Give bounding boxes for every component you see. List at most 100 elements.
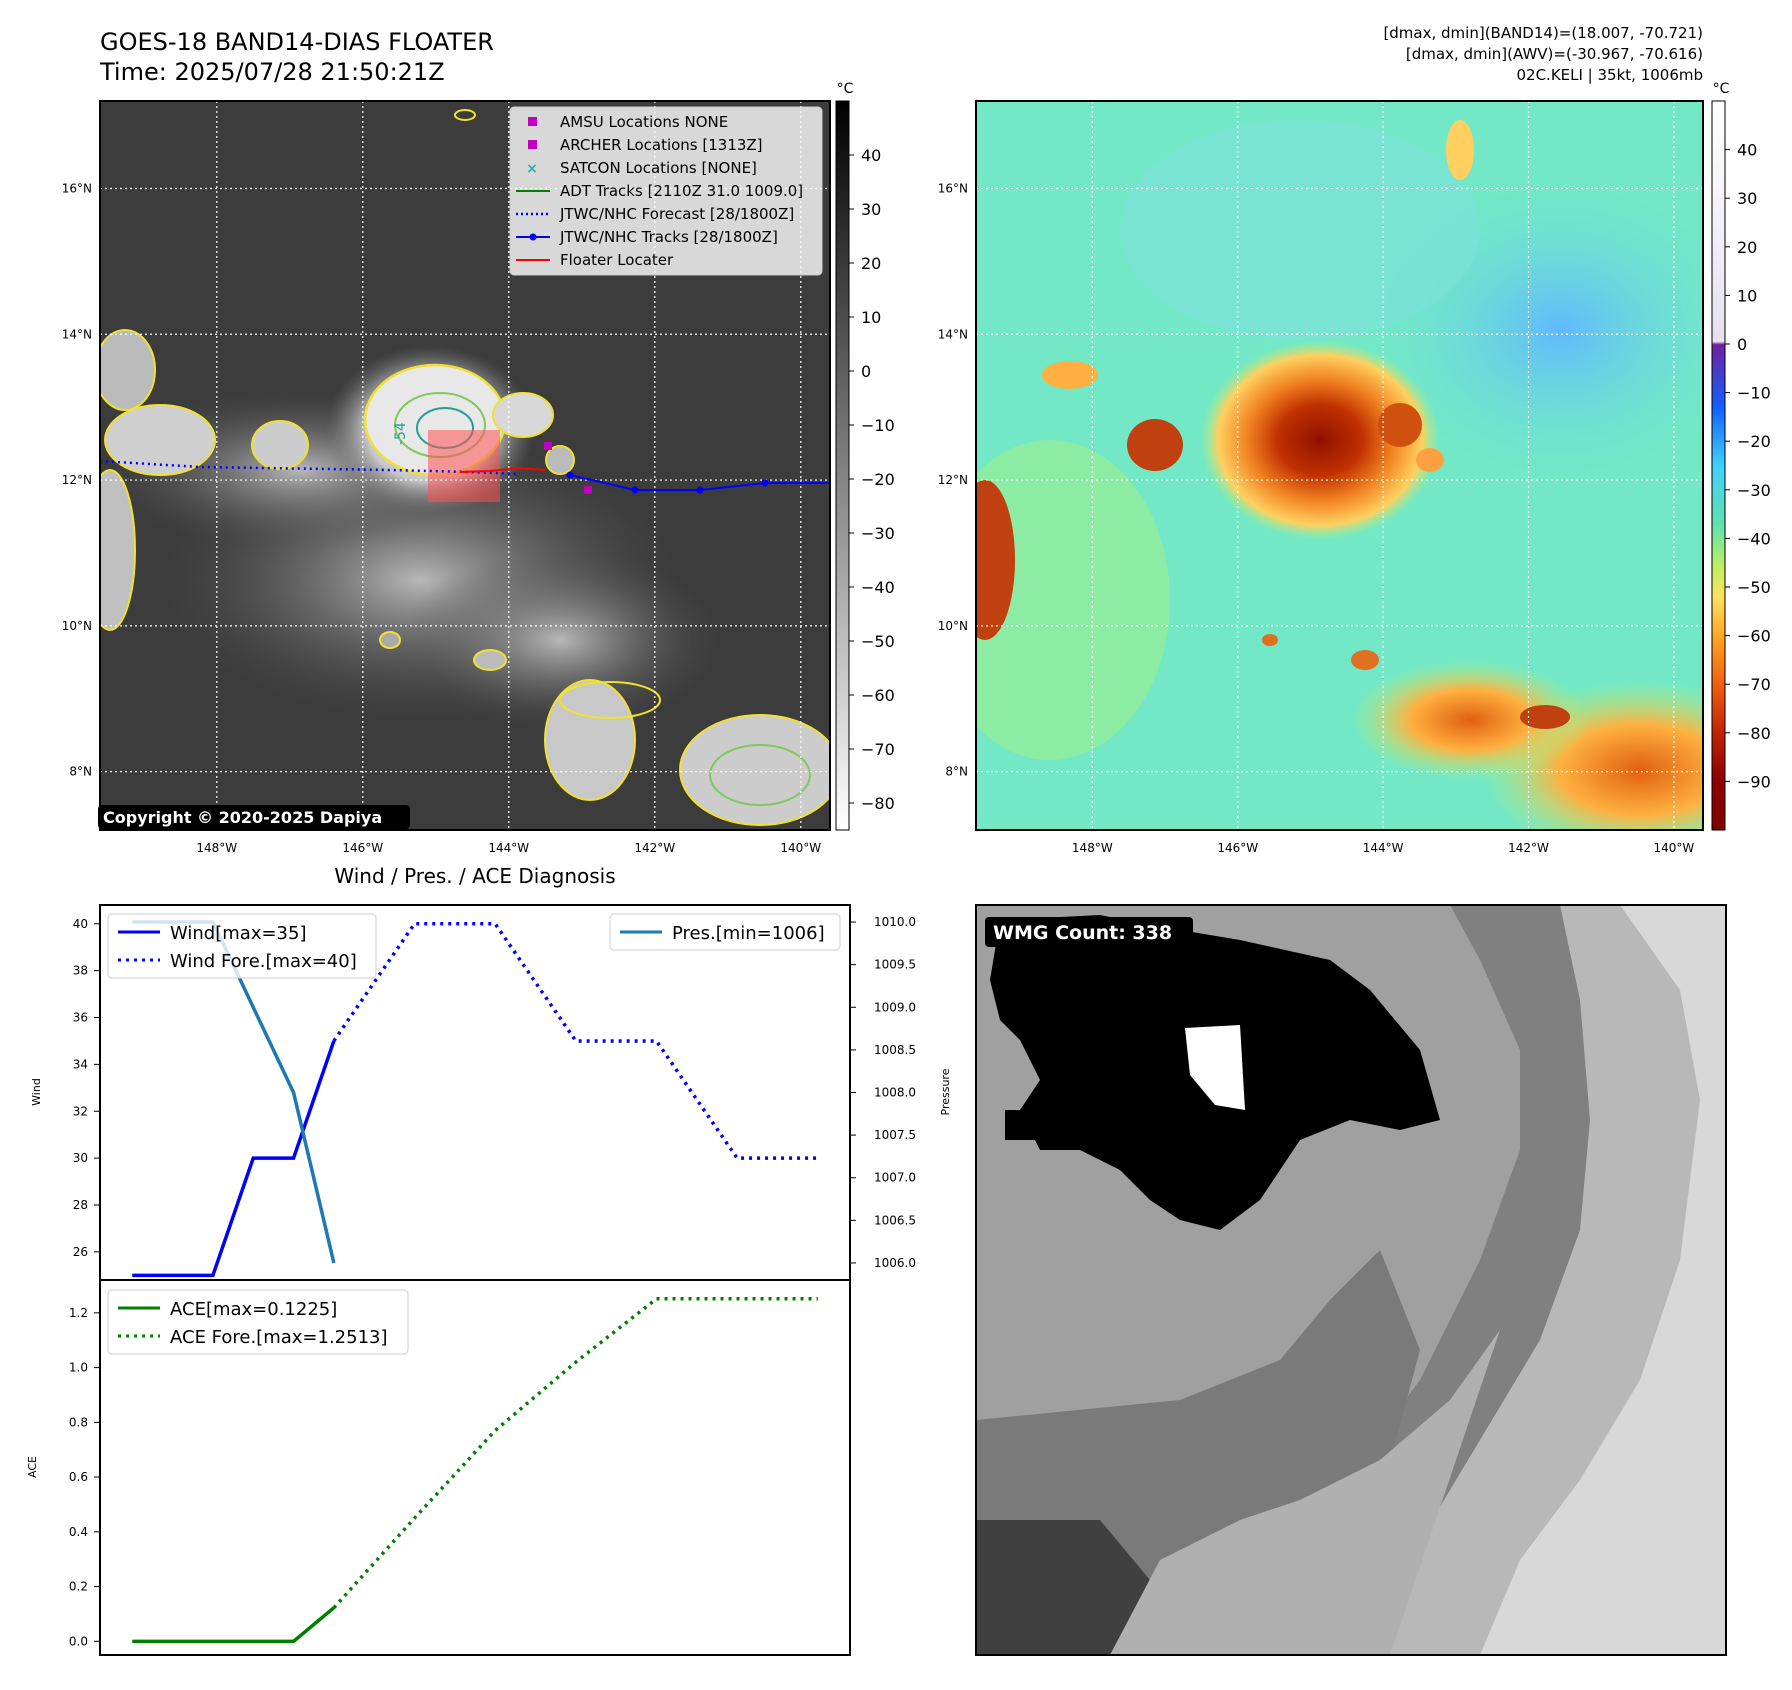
ir-panel: -54 148°W 146°W 144°W 142°W 140°W 16°N 14°N 12°… bbox=[62, 81, 895, 855]
wmg-count: WMG Count: 338 bbox=[993, 922, 1172, 944]
colorbar-tick-label: 40 bbox=[1737, 141, 1757, 160]
wind-tick-label: 32 bbox=[73, 1104, 88, 1118]
jtwc-track-point bbox=[631, 486, 639, 494]
ir-colorbar bbox=[835, 100, 850, 831]
colorbar-tick-label: −60 bbox=[861, 686, 895, 705]
colorbar-tick-label: −10 bbox=[1737, 384, 1771, 403]
wmg-imagery bbox=[976, 905, 1726, 1655]
colorbar-tick-label: 10 bbox=[861, 308, 881, 327]
legend-pressure: Pres.[min=1006] bbox=[672, 923, 825, 944]
colorbar-tick-label: 10 bbox=[1737, 286, 1757, 305]
ace-panel: ACE 1.2 1.0 0.8 0.6 0.4 0.2 0.0 ACE[max=0.1225… bbox=[26, 1279, 851, 1656]
colorbar-tick-label: −80 bbox=[1737, 724, 1771, 743]
ace-tick-label: 0.4 bbox=[69, 1525, 88, 1539]
pressure-tick-label: 1006.5 bbox=[874, 1213, 916, 1227]
pressure-yticks: 1010.0 1009.5 1009.0 1008.5 1008.0 1007.5 1007… bbox=[850, 915, 916, 1270]
colorbar-tick-label: 30 bbox=[861, 200, 881, 219]
awv-frame bbox=[975, 100, 1704, 831]
colorbar-tick-label: −20 bbox=[1737, 432, 1771, 451]
ace-series bbox=[132, 1297, 818, 1644]
colorbar-tick-label: −50 bbox=[861, 632, 895, 651]
info-awv: [dmax, dmin](AWV)=(-30.967, -70.616) bbox=[1406, 45, 1703, 63]
ir-frame bbox=[99, 100, 831, 831]
colorbar-tick-label: 20 bbox=[861, 254, 881, 273]
wind-tick-label: 38 bbox=[73, 964, 88, 978]
legend-ace-forecast: ACE Fore.[max=1.2513] bbox=[170, 1327, 388, 1348]
wind-legend: Wind[max=35] Wind Fore.[max=40] bbox=[107, 913, 377, 979]
archer-location bbox=[544, 442, 552, 450]
jtwc-track-point bbox=[761, 479, 769, 487]
wind-tick-label: 36 bbox=[73, 1011, 88, 1025]
colorbar-tick-label: 0 bbox=[861, 362, 871, 381]
jtwc-track-point bbox=[696, 486, 704, 494]
ir-track-overlay bbox=[99, 442, 830, 494]
ir-legend: AMSU Locations NONE ARCHER Locations [131… bbox=[509, 106, 823, 276]
colorbar-tick-label: −40 bbox=[861, 578, 895, 597]
wind-tick-label: 30 bbox=[73, 1151, 88, 1165]
jtwc-track-point bbox=[566, 471, 574, 479]
lon-label: 146°W bbox=[342, 841, 383, 855]
lon-label: 142°W bbox=[634, 841, 675, 855]
jtwc-forecast-track bbox=[99, 459, 521, 476]
info-band14: [dmax, dmin](BAND14)=(18.007, -70.721) bbox=[1383, 24, 1703, 42]
colorbar-tick-label: −10 bbox=[861, 416, 895, 435]
awv-colorbar-ticks: 40 30 20 10 0 −10 −20 −30 −40 −50 −60 −70 −80 −90 bbox=[1725, 141, 1771, 791]
ace-legend: ACE[max=0.1225] ACE Fore.[max=1.2513] bbox=[107, 1289, 409, 1355]
pressure-tick-label: 1010.0 bbox=[874, 915, 916, 929]
pressure-tick-label: 1006.0 bbox=[874, 1256, 916, 1270]
lon-label: 146°W bbox=[1217, 841, 1258, 855]
wind-pres-panel: Wind / Pres. / ACE Diagnosis Wind Pressu… bbox=[30, 864, 952, 1281]
ace-forecast-line bbox=[332, 1297, 818, 1609]
ace-tick-label: 1.0 bbox=[69, 1361, 88, 1375]
wind-tick-label: 28 bbox=[73, 1198, 88, 1212]
pressure-ylabel: Pressure bbox=[939, 1068, 952, 1115]
info-storm: 02C.KELI | 35kt, 1006mb bbox=[1516, 66, 1703, 84]
diagnosis-title: Wind / Pres. / ACE Diagnosis bbox=[334, 864, 615, 888]
lon-label: 144°W bbox=[488, 841, 529, 855]
legend-marker bbox=[528, 117, 537, 126]
awv-panel: 148°W 146°W 144°W 142°W 140°W16°N14°N12°N10°… bbox=[938, 81, 1771, 855]
lat-label: 16°N bbox=[62, 181, 92, 195]
lat-label: 14°N bbox=[62, 327, 92, 341]
ace-line bbox=[132, 1606, 335, 1644]
ir-colorbar-unit: °C bbox=[837, 81, 854, 97]
colorbar-tick-label: −80 bbox=[861, 794, 895, 813]
pressure-tick-label: 1009.5 bbox=[874, 958, 916, 972]
colorbar-tick-label: −60 bbox=[1737, 627, 1771, 646]
legend-label: JTWC/NHC Forecast [28/1800Z] bbox=[559, 205, 794, 223]
lat-label: 8°N bbox=[945, 765, 968, 779]
wmg-panel: WMG Count: 338 bbox=[975, 904, 1727, 1656]
legend-label: ARCHER Locations [1313Z] bbox=[560, 136, 763, 154]
colorbar-tick-label: −30 bbox=[861, 524, 895, 543]
wind-tick-label: 26 bbox=[73, 1245, 88, 1259]
colorbar-tick-label: −30 bbox=[1737, 481, 1771, 500]
legend-marker-dot bbox=[529, 233, 537, 241]
colorbar-tick-label: 30 bbox=[1737, 189, 1757, 208]
wind-ylabel: Wind bbox=[30, 1078, 43, 1106]
wmg-frame bbox=[975, 904, 1727, 1656]
colorbar-tick-label: −90 bbox=[1737, 772, 1771, 791]
colorbar-tick-label: −20 bbox=[861, 470, 895, 489]
pressure-tick-label: 1008.5 bbox=[874, 1043, 916, 1057]
awv-imagery bbox=[976, 101, 1703, 830]
figure-time: Time: 2025/07/28 21:50:21Z bbox=[99, 58, 445, 86]
ace-tick-label: 0.6 bbox=[69, 1470, 88, 1484]
ace-ylabel: ACE bbox=[26, 1456, 39, 1478]
pressure-legend: Pres.[min=1006] bbox=[609, 913, 841, 951]
legend-label: Floater Locater bbox=[560, 251, 674, 269]
legend-ace: ACE[max=0.1225] bbox=[170, 1299, 337, 1320]
awv-gridlines: 148°W 146°W 144°W 142°W 140°W 16°N 14°N 12°N 10°… bbox=[938, 101, 1703, 855]
wind-tick-label: 40 bbox=[73, 917, 88, 931]
wind-line bbox=[132, 1040, 336, 1278]
legend-marker bbox=[528, 140, 537, 149]
lon-label: 148°W bbox=[196, 841, 237, 855]
lat-label: 10°N bbox=[62, 619, 92, 633]
ir-colorbar-ticks: 40 30 20 10 0 −10 −20 −30 −40 −50 −60 −70 −80 bbox=[849, 146, 895, 813]
lat-label: 16°N bbox=[938, 181, 968, 195]
colorbar-tick-label: 0 bbox=[1737, 335, 1747, 354]
legend-marker: × bbox=[526, 161, 538, 177]
lon-label: 140°W bbox=[780, 841, 821, 855]
lat-label: 12°N bbox=[62, 473, 92, 487]
colorbar-tick-label: −50 bbox=[1737, 578, 1771, 597]
